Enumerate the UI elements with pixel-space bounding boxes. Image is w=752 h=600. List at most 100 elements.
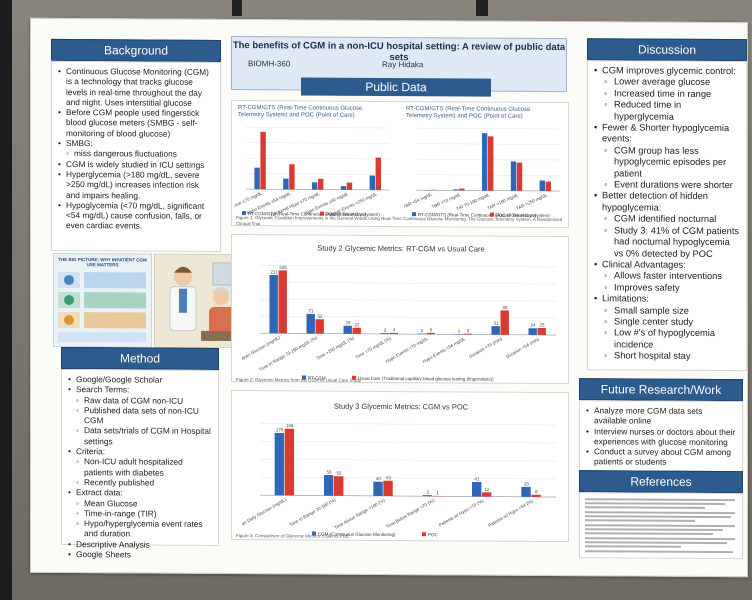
bar-value-label: 5 bbox=[430, 327, 433, 332]
bar bbox=[318, 178, 324, 190]
references-section: References bbox=[579, 470, 743, 560]
bar bbox=[422, 495, 433, 497]
background-bullet: Continuous Glucose Monitoring (CGM) is a… bbox=[58, 66, 214, 108]
bar bbox=[343, 325, 352, 334]
legend-swatch bbox=[490, 212, 494, 217]
legend-label: POC (Point of Care) bbox=[326, 212, 367, 217]
figure-1: RT-CGM/GTS (Real-Time Continuous Glucose… bbox=[231, 100, 569, 229]
infographic-icons bbox=[58, 271, 146, 343]
discussion-bullet: Better detection of hidden hypoglycemia: bbox=[594, 191, 740, 215]
background-section: Background Continuous Glucose Monitoring… bbox=[51, 38, 221, 252]
bar-value-label: 29 bbox=[345, 320, 351, 325]
x-tick-label: TAR >180 mg/dL bbox=[486, 192, 519, 211]
x-tick-label: Patients w/ Hypo <70 (%) bbox=[438, 498, 485, 528]
bar-value-label: 1 bbox=[458, 329, 461, 334]
discussion-bullet: Increased time in range bbox=[594, 88, 740, 100]
bar bbox=[315, 319, 324, 334]
discussion-bullet: Clinical Advantages: bbox=[594, 259, 740, 271]
gridline bbox=[260, 281, 556, 285]
discussion-bullet: Allows faster interventions bbox=[594, 271, 740, 283]
bar-value-label: 52 bbox=[317, 314, 323, 319]
bar-value-label: 2 bbox=[421, 328, 424, 333]
discussion-bullet: Improves safety bbox=[594, 282, 740, 294]
bar bbox=[254, 167, 260, 190]
future-header: Future Research/Work bbox=[579, 378, 743, 402]
bar bbox=[340, 186, 347, 190]
public-data-header: Public Data bbox=[301, 77, 491, 97]
figure-2-caption: Figure 2: Glycemic Metrics from the CGM … bbox=[236, 377, 362, 383]
bar bbox=[346, 182, 353, 190]
discussion-bullet: Lower average glucose bbox=[594, 77, 740, 89]
gridline bbox=[246, 142, 390, 144]
method-bullet: Data sets/trials of CGM in Hospital sett… bbox=[68, 426, 212, 447]
x-tick-label: Time >250 mg/dL (%) bbox=[315, 335, 355, 361]
bar bbox=[516, 162, 523, 191]
discussion-bullet: Study 3: 41% of CGM patients had nocturn… bbox=[594, 225, 740, 260]
legend-swatch bbox=[422, 532, 426, 537]
legend-label: POC (Point of Care) bbox=[496, 213, 537, 218]
future-bullet: Conduct a survey about CGM among patient… bbox=[586, 446, 736, 468]
bar-value-label: 58 bbox=[326, 470, 332, 475]
legend-label: CGM (Continuous Glucose Monitoring) bbox=[318, 532, 396, 537]
discussion-bullet: Single center study bbox=[594, 316, 740, 328]
discussion-bullet: Reduced time in hyperglycemia bbox=[594, 99, 740, 123]
legend-label: RT-CGM/GTS (Real-Time Continuous Glucose… bbox=[418, 212, 550, 218]
bar bbox=[369, 175, 376, 190]
bar-value-label: 25 bbox=[539, 323, 545, 328]
bar-value-label: 3 bbox=[426, 490, 429, 495]
chart-2-title: RT-CGM/GTS (Real-Time Continuous Glucose… bbox=[406, 106, 531, 120]
x-tick-label: Time Above Range >180 (%) bbox=[333, 497, 386, 530]
method-bullet: Non-ICU adult hospitalized patients with… bbox=[68, 456, 212, 478]
bar bbox=[380, 333, 389, 334]
legend-swatch bbox=[352, 375, 356, 380]
method-bullet: Google Sheets bbox=[68, 549, 212, 560]
background-bullet: Hypoglycemia (<70 mg/dL, significant <54… bbox=[58, 200, 214, 232]
bar bbox=[537, 328, 546, 335]
bar bbox=[383, 480, 393, 497]
legend-label: Usual Care (Traditional capillary blood … bbox=[358, 376, 494, 382]
gridline bbox=[260, 458, 556, 462]
x-axis bbox=[260, 332, 556, 336]
x-tick-label: Time Below Range <70 (%) bbox=[385, 498, 436, 530]
discussion-bullet: CGM group has less hypoglycemic episodes… bbox=[594, 145, 740, 180]
x-tick-label: Duration <70 (min) bbox=[468, 336, 503, 359]
method-bullet: Published data sets of non-ICU CGM bbox=[68, 405, 212, 426]
author-name: Ray Hidaka bbox=[382, 59, 424, 70]
bar bbox=[352, 327, 361, 334]
bar bbox=[260, 131, 266, 190]
bar bbox=[375, 157, 382, 190]
discussion-bullet: Fewer & Shorter hypoglycemia events: bbox=[594, 122, 740, 146]
bar-value-label: 71 bbox=[308, 308, 314, 313]
figure-3: Study 3 Glycemic Metrics: CGM vs POC 176… bbox=[231, 390, 569, 543]
discussion-bullet: Limitations: bbox=[594, 293, 740, 305]
bar bbox=[539, 180, 546, 191]
gridline bbox=[260, 476, 556, 480]
legend-swatch bbox=[320, 211, 324, 216]
board-post bbox=[232, 0, 242, 16]
gridline bbox=[260, 440, 556, 444]
bar bbox=[373, 481, 383, 496]
x-tick-label: Time <70 mg/dL (%) bbox=[354, 335, 392, 360]
bar bbox=[283, 178, 289, 190]
bar-value-label: 188 bbox=[286, 423, 294, 428]
x-tick-label: Mean Daily Glucose (mg/dL) bbox=[242, 497, 288, 530]
bar bbox=[510, 161, 517, 191]
bar bbox=[426, 332, 435, 335]
bar-value-label: 28 bbox=[524, 481, 530, 486]
legend-label: RT-CGM/GTS (Real-Time Continuous Glucose… bbox=[248, 211, 380, 217]
method-list: Google/Google ScholarSearch Terms:Raw da… bbox=[61, 368, 219, 559]
bar bbox=[453, 189, 459, 191]
gridline bbox=[246, 173, 390, 175]
bar-value-label: 24 bbox=[530, 323, 536, 328]
background-list: Continuous Glucose Monitoring (CGM) is a… bbox=[51, 60, 221, 252]
bar bbox=[528, 328, 537, 335]
discussion-bullet: Event durations were shorter bbox=[594, 179, 740, 191]
bar bbox=[389, 332, 398, 335]
x-axis bbox=[260, 494, 556, 498]
bar bbox=[459, 188, 465, 191]
bar bbox=[472, 481, 482, 497]
bar bbox=[463, 333, 472, 335]
board-frame bbox=[0, 0, 12, 600]
